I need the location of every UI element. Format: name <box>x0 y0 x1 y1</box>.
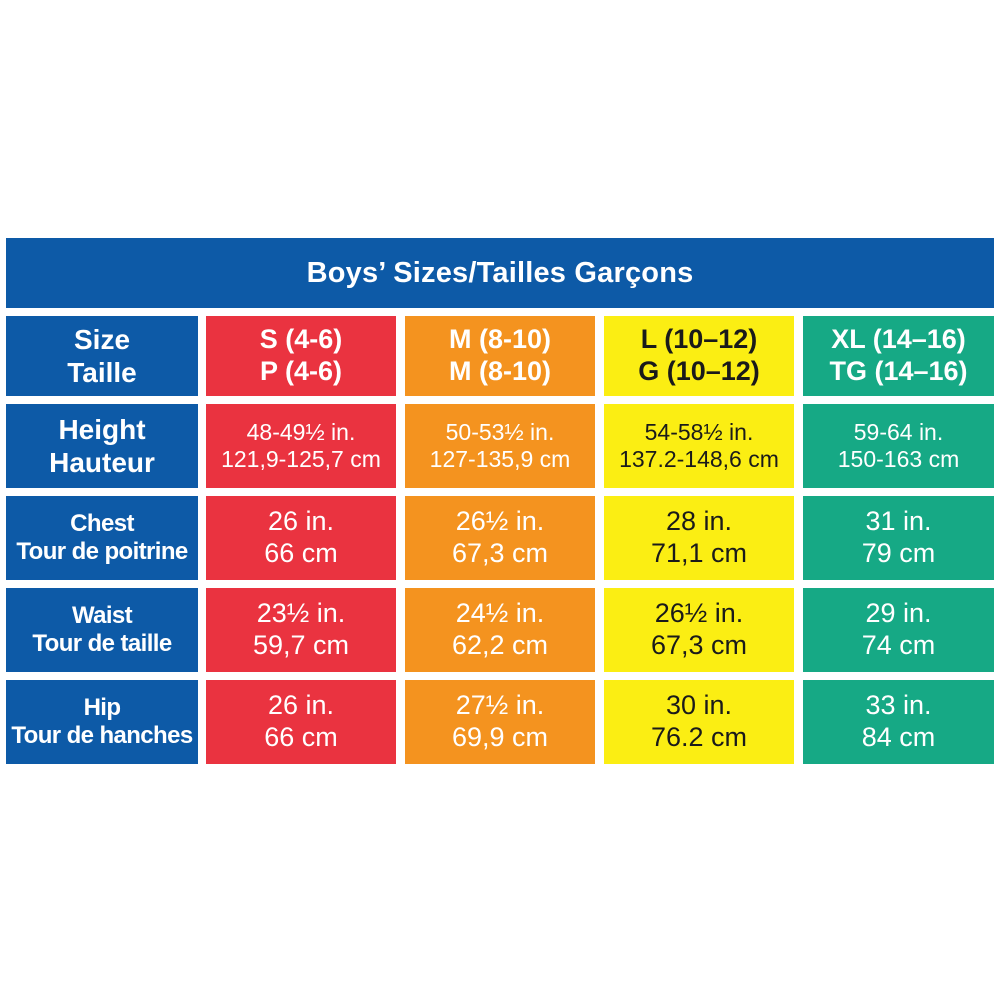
row-header-line: Chest <box>70 509 134 537</box>
value-cm: 74 cm <box>861 630 936 660</box>
value-inches: 31 in. <box>865 506 932 537</box>
value-cm: 67,3 cm <box>650 630 748 660</box>
value-inches: 26 in. <box>267 506 335 537</box>
height-cell-m: 50-53½ in. 127-135,9 cm <box>405 404 595 488</box>
value-inches: 50-53½ in. <box>445 418 555 445</box>
value-inches: 33 in. <box>865 690 932 721</box>
chart-title: Boys’ Sizes/Tailles Garçons <box>6 238 994 308</box>
value-inches: 26½ in. <box>455 506 545 537</box>
row-header-line: Tour de poitrine <box>16 538 188 565</box>
waist-cell-xl: 29 in. 74 cm <box>803 588 994 672</box>
value-inches: 24½ in. <box>455 598 545 629</box>
waist-cell-m: 24½ in. 62,2 cm <box>405 588 595 672</box>
row-header-line: Tour de hanches <box>11 722 193 749</box>
height-cell-l: 54-58½ in. 137.2-148,6 cm <box>604 404 794 488</box>
value-cm: 71,1 cm <box>650 538 748 568</box>
value-cm: 69,9 cm <box>451 722 549 752</box>
hip-cell-l: 30 in. 76.2 cm <box>604 680 794 764</box>
value-cm: 59,7 cm <box>252 630 350 660</box>
row-header-size: Size Taille <box>6 316 198 396</box>
value-cm: 127-135,9 cm <box>429 446 571 472</box>
hip-cell-m: 27½ in. 69,9 cm <box>405 680 595 764</box>
row-header-line: Height <box>58 413 146 445</box>
size-cell-m: M (8-10) M (8-10) <box>405 316 595 396</box>
size-label: M (8-10) <box>448 356 551 386</box>
value-inches: 23½ in. <box>256 598 346 629</box>
row-header-waist: Waist Tour de taille <box>6 588 198 672</box>
row-header-line: Hip <box>83 693 121 721</box>
value-inches: 27½ in. <box>455 690 545 721</box>
chest-cell-s: 26 in. 66 cm <box>206 496 396 580</box>
size-label: TG (14–16) <box>829 356 968 386</box>
value-cm: 150-163 cm <box>837 446 960 472</box>
waist-cell-l: 26½ in. 67,3 cm <box>604 588 794 672</box>
chest-cell-m: 26½ in. 67,3 cm <box>405 496 595 580</box>
value-cm: 66 cm <box>264 722 338 752</box>
height-cell-s: 48-49½ in. 121,9-125,7 cm <box>206 404 396 488</box>
size-cell-s: S (4-6) P (4-6) <box>206 316 396 396</box>
size-label: M (8-10) <box>448 324 551 355</box>
size-cell-xl: XL (14–16) TG (14–16) <box>803 316 994 396</box>
size-label: P (4-6) <box>259 356 343 386</box>
row-header-line: Waist <box>71 601 133 629</box>
value-inches: 28 in. <box>665 506 733 537</box>
value-cm: 66 cm <box>264 538 338 568</box>
value-cm: 62,2 cm <box>451 630 549 660</box>
size-label: S (4-6) <box>259 324 343 355</box>
size-cell-l: L (10–12) G (10–12) <box>604 316 794 396</box>
row-header-height: Height Hauteur <box>6 404 198 488</box>
value-cm: 79 cm <box>861 538 936 568</box>
value-inches: 30 in. <box>665 690 733 721</box>
height-cell-xl: 59-64 in. 150-163 cm <box>803 404 994 488</box>
value-inches: 26½ in. <box>654 598 744 629</box>
value-inches: 54-58½ in. <box>644 418 754 445</box>
row-header-chest: Chest Tour de poitrine <box>6 496 198 580</box>
row-header-hip: Hip Tour de hanches <box>6 680 198 764</box>
waist-cell-s: 23½ in. 59,7 cm <box>206 588 396 672</box>
value-cm: 67,3 cm <box>451 538 549 568</box>
row-header-line: Taille <box>67 357 137 388</box>
value-cm: 121,9-125,7 cm <box>221 446 381 472</box>
hip-cell-xl: 33 in. 84 cm <box>803 680 994 764</box>
size-label: XL (14–16) <box>831 324 966 355</box>
chest-cell-l: 28 in. 71,1 cm <box>604 496 794 580</box>
size-label: G (10–12) <box>638 356 760 386</box>
size-chart: Boys’ Sizes/Tailles Garçons Size Taille … <box>6 238 994 764</box>
row-header-line: Hauteur <box>49 447 155 478</box>
value-cm: 76.2 cm <box>650 722 748 752</box>
value-cm: 137.2-148,6 cm <box>619 446 779 472</box>
row-header-line: Tour de taille <box>32 630 172 657</box>
value-inches: 26 in. <box>267 690 335 721</box>
value-cm: 84 cm <box>861 722 936 752</box>
value-inches: 59-64 in. <box>853 418 944 445</box>
hip-cell-s: 26 in. 66 cm <box>206 680 396 764</box>
row-header-line: Size <box>73 323 131 355</box>
size-label: L (10–12) <box>640 324 758 355</box>
chest-cell-xl: 31 in. 79 cm <box>803 496 994 580</box>
value-inches: 48-49½ in. <box>246 418 356 445</box>
value-inches: 29 in. <box>865 598 932 629</box>
